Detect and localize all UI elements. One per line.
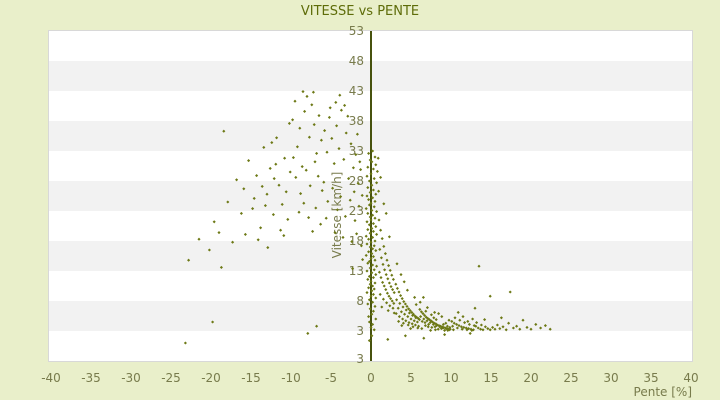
x-tick-label: -40	[41, 371, 61, 385]
x-tick-label: 0	[367, 371, 375, 385]
y-axis-min-label: 3	[356, 352, 364, 366]
y-tick-label: 8	[356, 294, 364, 308]
y-axis-title: Vitesse [km/h]	[330, 171, 344, 259]
y-tick-label: 53	[348, 24, 364, 38]
plot-area	[48, 30, 693, 362]
y-tick-label: 38	[348, 114, 364, 128]
y-tick-label: 3	[356, 324, 364, 338]
x-tick-label: -25	[161, 371, 181, 385]
y-axis-line	[370, 31, 372, 361]
x-tick-label: 20	[523, 371, 539, 385]
chart-title: VITESSE vs PENTE	[300, 4, 420, 19]
x-tick-label: 35	[643, 371, 659, 385]
x-tick-label: 25	[563, 371, 579, 385]
x-tick-label: -20	[201, 371, 221, 385]
x-tick-label: 30	[603, 371, 619, 385]
x-tick-label: 10	[443, 371, 459, 385]
x-tick-label: 5	[407, 371, 415, 385]
y-tick-label: 43	[348, 84, 364, 98]
x-tick-label: -30	[121, 371, 141, 385]
x-tick-label: -15	[241, 371, 261, 385]
y-tick-label: 33	[348, 144, 364, 158]
y-tick-label: 28	[348, 174, 364, 188]
x-tick-label: -10	[281, 371, 301, 385]
x-tick-label: 15	[483, 371, 499, 385]
x-tick-label: 40	[683, 371, 699, 385]
x-axis-title: Pente [%]	[633, 385, 692, 399]
x-tick-label: -5	[325, 371, 337, 385]
x-tick-label: -35	[81, 371, 101, 385]
y-tick-label: 48	[348, 54, 364, 68]
